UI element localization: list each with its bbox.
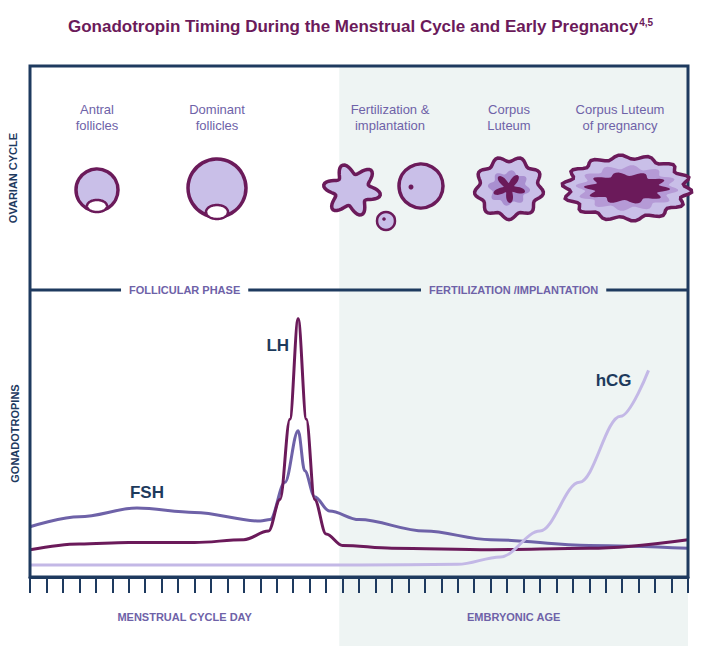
- svg-text:FERTILIZATION /IMPLANTATION: FERTILIZATION /IMPLANTATION: [429, 284, 598, 296]
- svg-text:Luteum: Luteum: [487, 118, 530, 133]
- svg-text:FOLLICULAR PHASE: FOLLICULAR PHASE: [129, 284, 240, 296]
- svg-text:EMBRYONIC AGE: EMBRYONIC AGE: [467, 611, 560, 623]
- svg-text:GONADOTROPINS: GONADOTROPINS: [9, 384, 21, 482]
- svg-text:follicles: follicles: [76, 118, 119, 133]
- svg-text:Gonadotropin Timing During the: Gonadotropin Timing During the Menstrual…: [68, 17, 639, 36]
- svg-text:of pregnancy: of pregnancy: [582, 118, 658, 133]
- svg-text:OVARIAN CYCLE: OVARIAN CYCLE: [7, 133, 19, 223]
- svg-text:LH: LH: [266, 336, 289, 355]
- svg-text:MENSTRUAL CYCLE DAY: MENSTRUAL CYCLE DAY: [117, 611, 252, 623]
- svg-text:Dominant: Dominant: [189, 102, 245, 117]
- svg-text:Corpus Luteum: Corpus Luteum: [576, 102, 665, 117]
- svg-text:Corpus: Corpus: [488, 102, 530, 117]
- svg-text:Fertilization &: Fertilization &: [351, 102, 430, 117]
- svg-text:follicles: follicles: [196, 118, 239, 133]
- svg-text:implantation: implantation: [355, 118, 425, 133]
- svg-text:Antral: Antral: [80, 102, 114, 117]
- svg-text:hCG: hCG: [596, 371, 632, 390]
- svg-text:FSH: FSH: [130, 483, 164, 502]
- svg-text:4,5: 4,5: [639, 17, 653, 28]
